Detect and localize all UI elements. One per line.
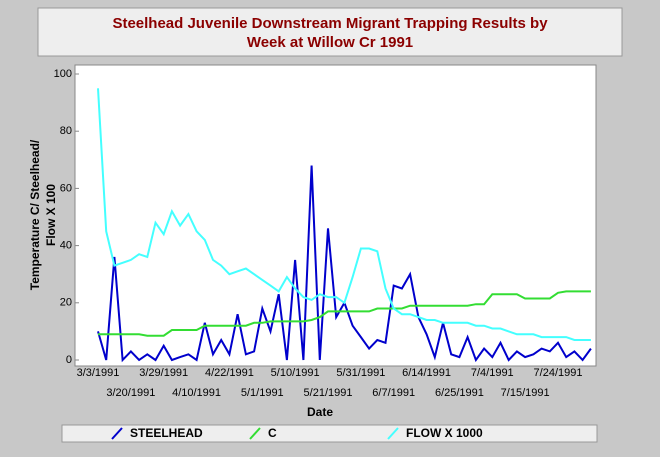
- series-line: [97, 88, 591, 341]
- y-tick-label: 20: [60, 297, 72, 309]
- x-axis-label: Date: [307, 405, 333, 419]
- y-tick-label: 80: [60, 125, 72, 137]
- x-tick-label: 3/3/1991: [77, 367, 120, 379]
- legend-box: [61, 424, 598, 443]
- legend-label: C: [268, 426, 277, 440]
- x-tick-label: 6/14/1991: [402, 367, 451, 379]
- legend-swatch: [111, 427, 123, 440]
- title-box: [37, 7, 623, 57]
- x-tick-label: 7/4/1991: [471, 367, 514, 379]
- x-tick-label: 3/29/1991: [139, 367, 188, 379]
- x-tick-label: 6/25/1991: [435, 387, 484, 399]
- y-tick-label: 0: [66, 354, 72, 366]
- x-tick-label: 4/10/1991: [172, 387, 221, 399]
- chart-title: Week at Willow Cr 1991: [247, 34, 413, 51]
- x-tick-label: 7/24/1991: [534, 367, 583, 379]
- x-tick-label: 6/7/1991: [372, 387, 415, 399]
- y-axis-label: Temperature C/ Steelhead/: [28, 139, 42, 290]
- series-line: [98, 290, 591, 337]
- x-tick-label: 4/22/1991: [205, 367, 254, 379]
- legend-swatch: [249, 427, 261, 440]
- x-tick-label: 5/10/1991: [271, 367, 320, 379]
- x-tick-label: 3/20/1991: [106, 387, 155, 399]
- y-tick-label: 100: [54, 68, 72, 80]
- x-tick-label: 7/15/1991: [501, 387, 550, 399]
- y-tick-label: 60: [60, 182, 72, 194]
- chart-title: Steelhead Juvenile Downstream Migrant Tr…: [112, 15, 548, 32]
- x-tick-label: 5/31/1991: [336, 367, 385, 379]
- plot-area: [74, 64, 597, 367]
- legend-label: STEELHEAD: [130, 426, 203, 440]
- y-axis-label: Flow X 100: [44, 184, 58, 246]
- x-tick-label: 5/21/1991: [304, 387, 353, 399]
- x-tick-label: 5/1/1991: [241, 387, 284, 399]
- y-tick-label: 40: [60, 240, 72, 252]
- legend-swatch: [387, 427, 399, 440]
- legend-label: FLOW X 1000: [406, 426, 483, 440]
